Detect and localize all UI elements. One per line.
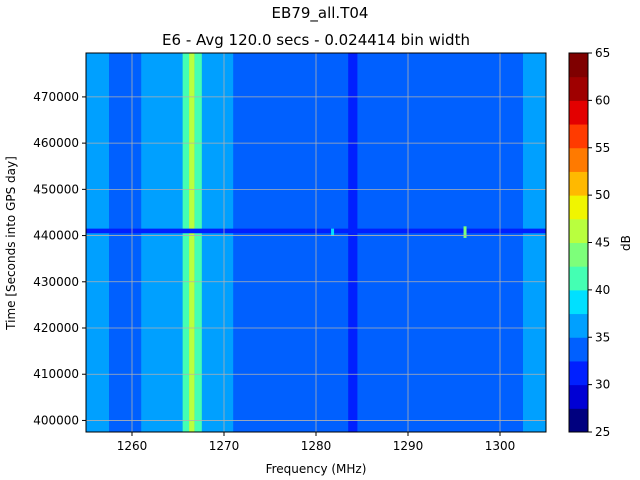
y-axis-label: Time [Seconds into GPS day]	[4, 156, 18, 331]
heatmap-feature-0	[86, 53, 109, 432]
heatmap-plot: 1260 1270 1280 1290 1300 4000004100004200004…	[33, 52, 547, 453]
heatmap-feature-1	[109, 53, 142, 432]
colorbar-cell	[569, 147, 588, 172]
heatmap-feature-2	[141, 53, 155, 432]
colorbar-tick-label: 55	[595, 141, 610, 155]
heatmap-feature-7	[201, 53, 234, 432]
heatmap-feature-12	[331, 228, 335, 236]
y-tick-label: 420000	[33, 321, 79, 335]
colorbar-cell	[569, 313, 588, 338]
colorbar-cell	[569, 337, 588, 362]
y-tick-label: 460000	[33, 136, 79, 150]
heatmap-feature-6	[194, 53, 202, 432]
heatmap-feature-8	[348, 53, 358, 432]
x-tick-label: 1300	[485, 439, 516, 453]
x-tick-label: 1270	[209, 439, 240, 453]
x-tick-label: 1260	[117, 439, 148, 453]
colorbar-cells	[569, 53, 588, 433]
x-tick-label: 1290	[393, 439, 424, 453]
heatmap-feature-9	[523, 53, 546, 432]
y-tick-label: 410000	[33, 367, 79, 381]
colorbar-cell	[569, 195, 588, 220]
colorbar-tick-label: 45	[595, 236, 610, 250]
colorbar-cell	[569, 171, 588, 196]
colorbar-ticks: 25 30 35 40 45 50 55 60 65	[588, 46, 610, 439]
chart-title: EB79_all.T04	[272, 4, 369, 23]
chart-subtitle: E6 - Avg 120.0 secs - 0.024414 bin width	[162, 31, 470, 49]
colorbar-label: dB	[619, 235, 633, 251]
x-axis-ticks: 1260 1270 1280 1290 1300	[117, 432, 516, 453]
colorbar-cell	[569, 384, 588, 409]
colorbar-cell	[569, 289, 588, 315]
colorbar-cell	[569, 266, 588, 291]
colorbar-cell	[569, 242, 588, 267]
heatmap-feature-4	[182, 53, 190, 432]
colorbar: 25 30 35 40 45 50 55 60 65 dB	[568, 46, 633, 439]
x-axis-label: Frequency (MHz)	[266, 462, 367, 476]
colorbar-tick-label: 35	[595, 330, 610, 344]
y-axis-ticks: 400000 410000 420000 430000 440000 450000 4600…	[33, 90, 86, 427]
heatmap-feature-11	[463, 226, 467, 238]
colorbar-cell	[569, 408, 588, 433]
y-tick-label: 450000	[33, 182, 79, 196]
colorbar-cell	[569, 124, 588, 149]
colorbar-cell	[569, 53, 588, 78]
grid-lines	[86, 53, 546, 432]
colorbar-cell	[569, 218, 588, 243]
y-tick-label: 430000	[33, 275, 79, 289]
colorbar-tick-label: 60	[595, 93, 610, 107]
colorbar-cell	[569, 76, 588, 101]
colorbar-tick-label: 65	[595, 46, 610, 60]
y-tick-label: 470000	[33, 90, 79, 104]
colorbar-tick-label: 40	[595, 283, 610, 297]
colorbar-tick-label: 50	[595, 188, 610, 202]
colorbar-tick-label: 30	[595, 378, 610, 392]
colorbar-cell	[569, 100, 588, 125]
x-tick-label: 1280	[301, 439, 332, 453]
colorbar-cell	[569, 360, 588, 386]
y-tick-label: 440000	[33, 229, 79, 243]
heatmap-feature-3	[155, 53, 183, 432]
heatmap-feature-5	[189, 53, 195, 432]
colorbar-tick-label: 25	[595, 425, 610, 439]
y-tick-label: 400000	[33, 413, 79, 427]
